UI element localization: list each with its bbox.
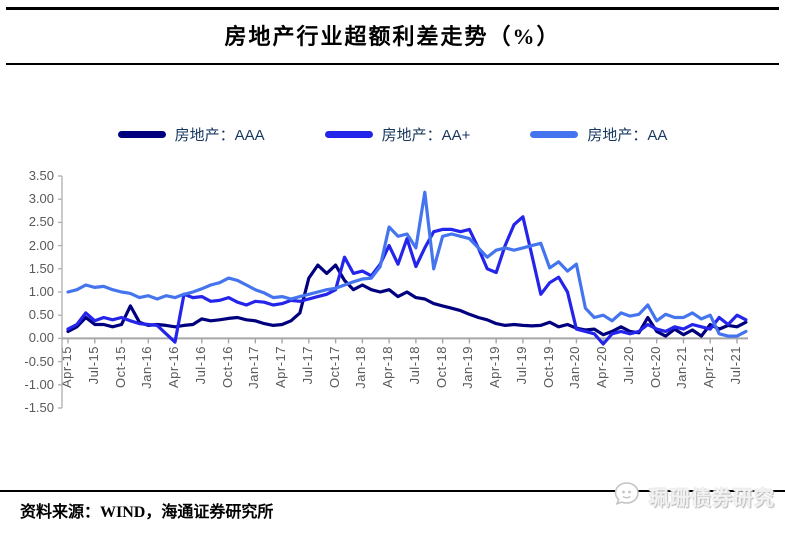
watermark: 珮珊债券研究: [611, 478, 775, 515]
legend-label: 房地产：AA+: [381, 127, 471, 144]
watermark-text: 珮珊债券研究: [649, 488, 775, 510]
legend-swatch-icon: [530, 131, 579, 138]
chart-title: 房地产行业超额利差走势（%）: [224, 24, 561, 49]
y-axis-tick-label: -1.50: [24, 400, 54, 415]
legend-item-0: 房地产：AAA: [117, 124, 265, 145]
y-axis-tick-label: -1.00: [24, 376, 54, 392]
legend-item-2: 房地产：AA: [530, 124, 667, 145]
y-axis-tick-label: 1.00: [28, 284, 54, 299]
legend-item-1: 房地产：AA+: [324, 124, 471, 145]
legend-label: 房地产：AAA: [174, 127, 265, 144]
y-axis-tick-label: -0.50: [24, 353, 54, 369]
series-line-2: [66, 190, 748, 338]
footer-divider: [0, 490, 785, 492]
y-axis-tick-label: 3.50: [28, 168, 54, 183]
y-axis-tick-label: 2.00: [28, 237, 54, 253]
source-note: 资料来源：WIND，海通证券研究所: [20, 504, 274, 521]
legend-label: 房地产：AA: [587, 127, 668, 144]
watermark-logo-icon: [611, 478, 643, 515]
y-axis-tick-label: 2.50: [28, 214, 54, 230]
figure-header: 房地产行业超额利差走势（%）: [6, 7, 779, 65]
series-line-1: [66, 215, 748, 346]
legend-swatch-icon: [324, 131, 373, 138]
legend-swatch-icon: [117, 131, 166, 138]
y-axis-tick-label: 0.50: [28, 307, 54, 323]
y-axis-tick-label: 3.00: [28, 191, 54, 207]
y-axis-tick-label: 0.00: [28, 330, 54, 346]
y-axis-tick-label: 1.50: [28, 260, 54, 276]
chart-legend: 房地产：AAA 房地产：AA+ 房地产：AA: [0, 124, 785, 145]
chart-plot-area: 3.50 3.00 2.50 2.00 1.50 1.00 0.50 0.00 -0.50 -1.…: [0, 168, 785, 423]
chart-svg: [58, 175, 748, 409]
